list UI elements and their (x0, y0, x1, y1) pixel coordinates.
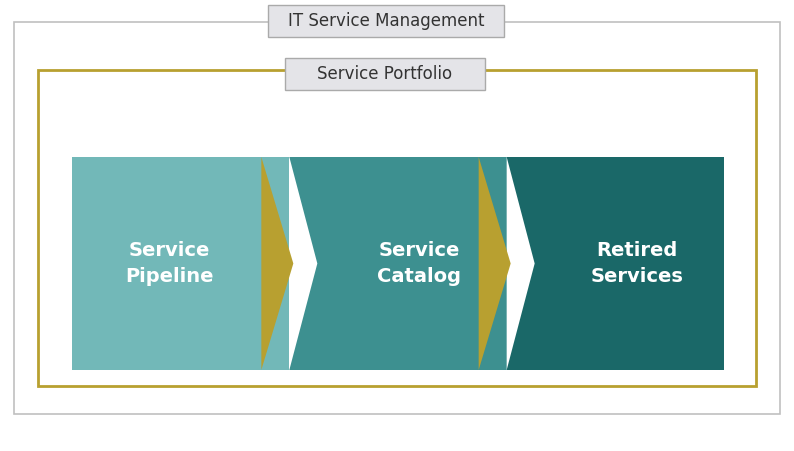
Text: Retired
Services: Retired Services (590, 241, 683, 285)
FancyBboxPatch shape (14, 22, 780, 414)
Polygon shape (289, 157, 507, 370)
Text: Service
Pipeline: Service Pipeline (125, 241, 214, 285)
Polygon shape (72, 157, 289, 370)
Text: Service
Catalog: Service Catalog (377, 241, 461, 285)
FancyBboxPatch shape (268, 5, 504, 37)
Text: IT Service Management: IT Service Management (287, 12, 484, 30)
Text: Service Portfolio: Service Portfolio (318, 65, 453, 83)
Polygon shape (479, 157, 511, 370)
FancyBboxPatch shape (38, 70, 756, 386)
FancyBboxPatch shape (285, 58, 485, 90)
Polygon shape (261, 157, 293, 370)
Polygon shape (507, 157, 724, 370)
